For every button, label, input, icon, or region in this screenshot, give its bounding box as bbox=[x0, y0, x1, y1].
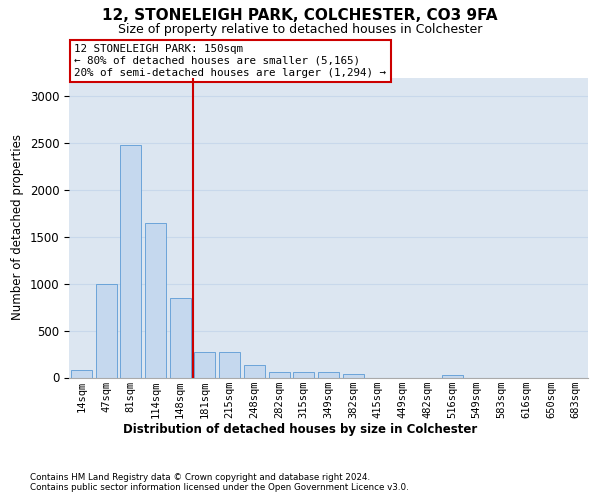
Text: Contains HM Land Registry data © Crown copyright and database right 2024.: Contains HM Land Registry data © Crown c… bbox=[30, 472, 370, 482]
Bar bbox=[170, 298, 191, 378]
Bar bbox=[219, 352, 240, 378]
Bar bbox=[318, 372, 339, 378]
Text: 12 STONELEIGH PARK: 150sqm
← 80% of detached houses are smaller (5,165)
20% of s: 12 STONELEIGH PARK: 150sqm ← 80% of deta… bbox=[74, 44, 386, 78]
Bar bbox=[95, 284, 116, 378]
Bar bbox=[120, 145, 141, 378]
Bar bbox=[343, 374, 364, 378]
Text: Distribution of detached houses by size in Colchester: Distribution of detached houses by size … bbox=[123, 422, 477, 436]
Bar bbox=[442, 374, 463, 378]
Text: 12, STONELEIGH PARK, COLCHESTER, CO3 9FA: 12, STONELEIGH PARK, COLCHESTER, CO3 9FA bbox=[102, 8, 498, 22]
Bar bbox=[244, 366, 265, 378]
Bar bbox=[71, 370, 92, 378]
Bar bbox=[293, 372, 314, 378]
Bar bbox=[269, 372, 290, 378]
Y-axis label: Number of detached properties: Number of detached properties bbox=[11, 134, 24, 320]
Text: Contains public sector information licensed under the Open Government Licence v3: Contains public sector information licen… bbox=[30, 484, 409, 492]
Bar bbox=[194, 352, 215, 378]
Text: Size of property relative to detached houses in Colchester: Size of property relative to detached ho… bbox=[118, 22, 482, 36]
Bar bbox=[145, 223, 166, 378]
